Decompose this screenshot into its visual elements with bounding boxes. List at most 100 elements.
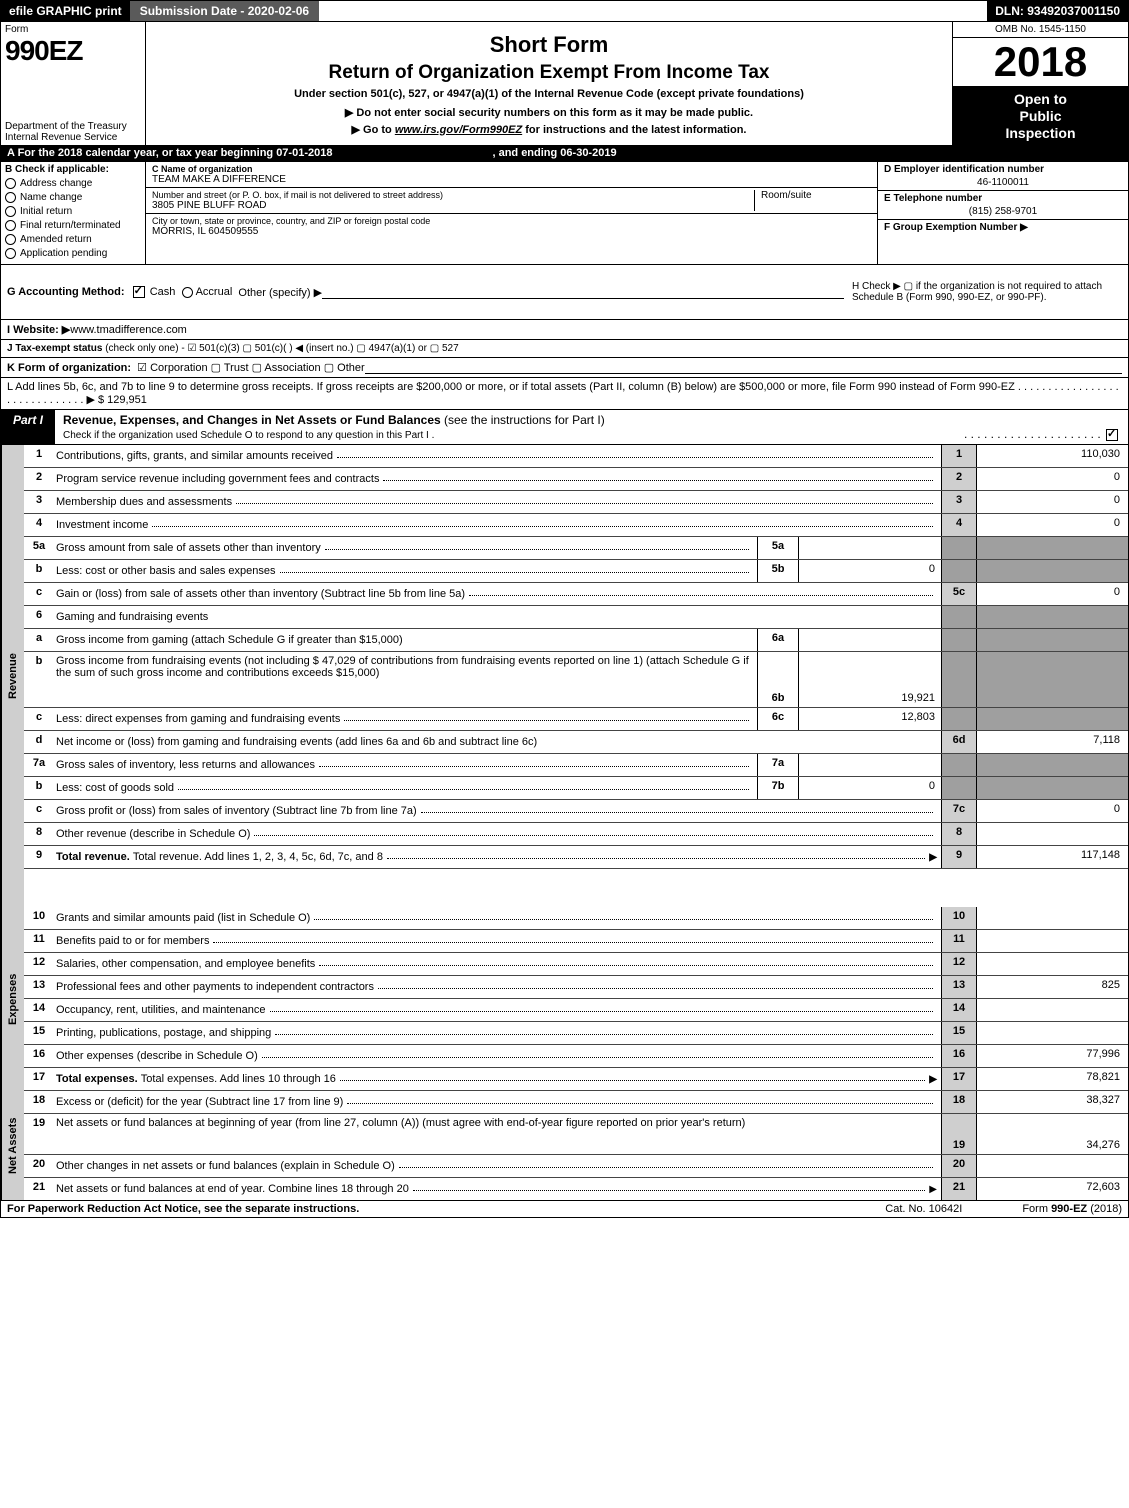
right-shade [941, 606, 976, 628]
line-value: 34,276 [976, 1114, 1128, 1154]
right-num: 14 [941, 999, 976, 1021]
line-num: 8 [24, 823, 54, 845]
right-shade [941, 629, 976, 651]
part-i-title-bold: Revenue, Expenses, and Changes in Net As… [63, 413, 441, 427]
line-9: 9 Total revenue. Total revenue. Add line… [24, 846, 1128, 869]
line-5a: 5a Gross amount from sale of assets othe… [24, 537, 1128, 560]
goto-pre: ▶ Go to [352, 124, 395, 136]
mini-num: 7a [757, 754, 798, 776]
footer-cat: Cat. No. 10642I [885, 1203, 962, 1215]
goto-url[interactable]: www.irs.gov/Form990EZ [395, 124, 522, 136]
line-desc: Gross income from fundraising events (no… [54, 652, 757, 707]
col-b-title: B Check if applicable: [5, 164, 141, 175]
netassets-tab: Net Assets [1, 1091, 24, 1200]
chk-cash[interactable] [133, 286, 145, 298]
right-num: 10 [941, 907, 976, 929]
right-shade [941, 754, 976, 776]
chk-initial-return[interactable]: Initial return [5, 206, 141, 217]
chk-schedule-o[interactable] [1106, 429, 1118, 441]
line-value: 110,030 [976, 445, 1128, 467]
part-i-table: Revenue 1 Contributions, gifts, grants, … [1, 444, 1128, 1200]
goto-post: for instructions and the latest informat… [522, 124, 746, 136]
org-city-block: City or town, state or province, country… [146, 214, 877, 264]
other-fill[interactable] [322, 286, 844, 299]
right-num: 1 [941, 445, 976, 467]
chk-address-change[interactable]: Address change [5, 178, 141, 189]
line-desc: Investment income [54, 514, 941, 536]
chk-application-pending[interactable]: Application pending [5, 248, 141, 259]
line-20: 20 Other changes in net assets or fund b… [24, 1155, 1128, 1178]
line-num: 7a [24, 754, 54, 776]
chk-final-return[interactable]: Final return/terminated [5, 220, 141, 231]
revenue-tab: Revenue [1, 445, 24, 907]
desc-text: Professional fees and other payments to … [56, 981, 374, 993]
right-num: 18 [941, 1091, 976, 1113]
line-11: 11 Benefits paid to or for members 11 [24, 930, 1128, 953]
val-shade [976, 537, 1128, 559]
part-i-title: Revenue, Expenses, and Changes in Net As… [55, 410, 1128, 444]
website-value[interactable]: www.tmadifference.com [70, 324, 187, 336]
chk-name-change[interactable]: Name change [5, 192, 141, 203]
revenue-section: Revenue 1 Contributions, gifts, grants, … [1, 445, 1128, 907]
dots [340, 1076, 925, 1081]
right-num: 12 [941, 953, 976, 975]
right-num: 6d [941, 731, 976, 753]
street-value: 3805 PINE BLUFF ROAD [152, 200, 754, 211]
desc-text: Membership dues and assessments [56, 496, 232, 508]
chk-accrual[interactable] [182, 287, 193, 298]
dots [325, 545, 749, 550]
radio-icon [5, 206, 16, 217]
line-8: 8 Other revenue (describe in Schedule O)… [24, 823, 1128, 846]
line-value: 0 [976, 468, 1128, 490]
line-desc: Less: direct expenses from gaming and fu… [54, 708, 757, 730]
line-6b: b Gross income from fundraising events (… [24, 652, 1128, 708]
line-num: 20 [24, 1155, 54, 1177]
right-num: 20 [941, 1155, 976, 1177]
line-desc: Benefits paid to or for members [54, 930, 941, 952]
expenses-section: Expenses 10 Grants and similar amounts p… [1, 907, 1128, 1091]
line-7a: 7a Gross sales of inventory, less return… [24, 754, 1128, 777]
line-num: c [24, 708, 54, 730]
chk-amended-return[interactable]: Amended return [5, 234, 141, 245]
dln-label: DLN: 93492037001150 [987, 1, 1128, 21]
right-num: 8 [941, 823, 976, 845]
form-word: Form [5, 24, 141, 35]
line-num: 6 [24, 606, 54, 628]
open-line3: Inspection [955, 125, 1126, 142]
desc-text: Less: direct expenses from gaming and fu… [56, 713, 340, 725]
desc-text: Other revenue (describe in Schedule O) [56, 828, 250, 840]
efile-label: efile GRAPHIC print [1, 1, 130, 21]
chk-label: Amended return [20, 234, 92, 245]
line-num: 12 [24, 953, 54, 975]
line-2: 2 Program service revenue including gove… [24, 468, 1128, 491]
page-footer: For Paperwork Reduction Act Notice, see … [1, 1200, 1128, 1217]
val-shade [976, 560, 1128, 582]
desc-text: Net assets or fund balances at end of ye… [56, 1183, 409, 1195]
chk-label: Name change [20, 192, 82, 203]
line-desc: Net assets or fund balances at end of ye… [54, 1178, 941, 1200]
desc-text: Printing, publications, postage, and shi… [56, 1027, 271, 1039]
line-num: b [24, 560, 54, 582]
tel-value: (815) 258-9701 [884, 206, 1122, 217]
k-rest: ☑ Corporation ▢ Trust ▢ Association ▢ Ot… [137, 361, 365, 374]
short-form-title: Short Form [154, 32, 944, 58]
mini-val: 0 [798, 777, 941, 799]
line-num: 14 [24, 999, 54, 1021]
right-shade [941, 537, 976, 559]
right-num: 19 [941, 1114, 976, 1154]
col-def: D Employer identification number 46-1100… [878, 162, 1128, 264]
radio-icon [5, 234, 16, 245]
line-6a: a Gross income from gaming (attach Sched… [24, 629, 1128, 652]
line-10: 10 Grants and similar amounts paid (list… [24, 907, 1128, 930]
line-value [976, 953, 1128, 975]
desc-text: Net assets or fund balances at beginning… [56, 1117, 745, 1129]
mini-num: 5b [757, 560, 798, 582]
line-desc: Gross amount from sale of assets other t… [54, 537, 757, 559]
chk-label: Application pending [20, 248, 107, 259]
ein-label: D Employer identification number [884, 164, 1122, 175]
line-num: 5a [24, 537, 54, 559]
right-num: 4 [941, 514, 976, 536]
line-3: 3 Membership dues and assessments 3 0 [24, 491, 1128, 514]
line-desc: Gross sales of inventory, less returns a… [54, 754, 757, 776]
radio-icon [5, 220, 16, 231]
